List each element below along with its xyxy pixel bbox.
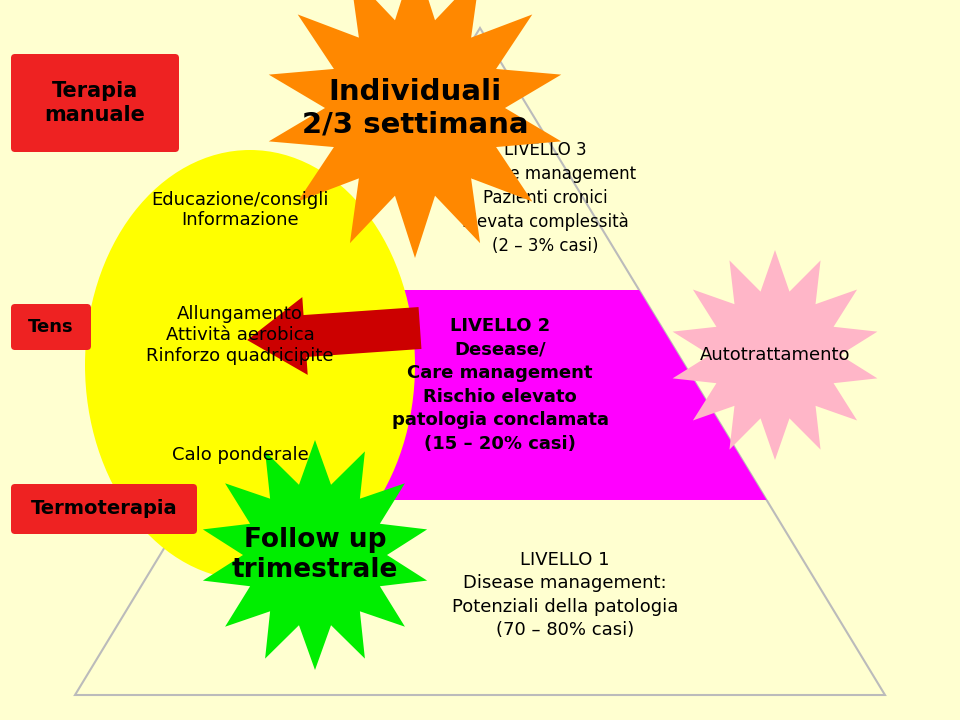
Text: LIVELLO 1
Disease management:
Potenziali della patologia
(70 – 80% casi): LIVELLO 1 Disease management: Potenziali… xyxy=(452,551,678,639)
Text: Individuali
2/3 settimana: Individuali 2/3 settimana xyxy=(301,78,528,138)
Polygon shape xyxy=(193,290,767,500)
Ellipse shape xyxy=(85,150,415,580)
FancyBboxPatch shape xyxy=(11,54,179,152)
Text: Educazione/consigli
Informazione: Educazione/consigli Informazione xyxy=(152,191,328,230)
Text: Terapia
manuale: Terapia manuale xyxy=(44,81,145,125)
Polygon shape xyxy=(673,250,877,460)
Polygon shape xyxy=(75,28,885,695)
Text: Follow up
trimestrale: Follow up trimestrale xyxy=(231,527,398,583)
Text: Allungamento
Attività aerobica
Rinforzo quadricipite: Allungamento Attività aerobica Rinforzo … xyxy=(146,305,334,365)
Text: LIVELLO 2
Desease/
Care management
Rischio elevato
patologia conclamata
(15 – 20: LIVELLO 2 Desease/ Care management Risch… xyxy=(392,317,609,453)
FancyArrow shape xyxy=(247,297,421,375)
Text: Tens: Tens xyxy=(28,318,74,336)
Text: LIVELLO 3
Disease management
Pazienti cronici
Elevata complessità
(2 – 3% casi): LIVELLO 3 Disease management Pazienti cr… xyxy=(454,141,636,255)
Polygon shape xyxy=(269,0,562,258)
FancyBboxPatch shape xyxy=(11,484,197,534)
Text: Termoterapia: Termoterapia xyxy=(31,500,178,518)
FancyBboxPatch shape xyxy=(11,304,91,350)
Text: Calo ponderale: Calo ponderale xyxy=(172,446,308,464)
Text: Autotrattamento: Autotrattamento xyxy=(700,346,851,364)
Polygon shape xyxy=(203,440,427,670)
